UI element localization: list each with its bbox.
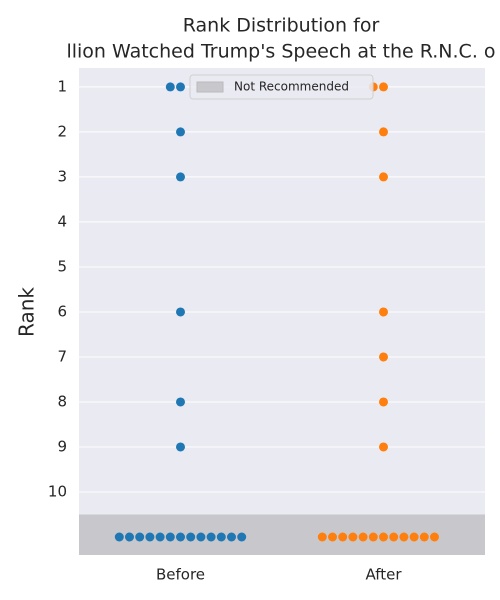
dot [338,532,348,542]
dot [379,397,388,407]
legend: Not Recommended [189,74,374,100]
dot [227,532,236,542]
dot [155,532,165,542]
dot [317,532,327,542]
dot [379,127,388,137]
y-axis-label: Rank [15,287,39,337]
y-tick-label: 6 [57,302,67,320]
legend-swatch [196,81,224,93]
legend-label: Not Recommended [234,80,349,94]
dot [399,532,409,542]
y-tick-label: 5 [57,257,67,275]
x-tick-label: Before [156,566,205,584]
dot [430,532,439,542]
dot [389,532,399,542]
dot [379,172,388,182]
chart-title: llion Watched Trump's Speech at the R.N.… [66,41,495,63]
dot [176,82,185,92]
dot [114,532,124,542]
dot [165,82,175,92]
dot [206,532,216,542]
dot [379,442,388,452]
y-tick-label: 8 [57,392,67,410]
dot [419,532,429,542]
chart-title: Rank Distribution for [183,15,380,37]
dot [379,352,388,362]
dot [176,172,185,182]
dot [135,532,145,542]
x-tick-label: After [365,566,402,584]
dot [176,442,185,452]
dot [176,127,185,137]
y-tick-label: 10 [48,482,67,500]
y-tick-label: 4 [57,212,67,230]
y-tick-label: 7 [57,347,67,365]
dot [348,532,358,542]
dot [165,532,175,542]
y-tick-label: 1 [57,77,67,95]
dot [328,532,337,542]
dot [216,532,226,542]
legend-box [189,74,374,100]
dot [196,532,206,542]
dot [176,307,185,317]
dot [358,532,368,542]
y-tick-label: 3 [57,167,67,185]
dot [125,532,134,542]
dot [186,532,196,542]
dot [368,532,378,542]
dot [237,532,247,542]
dot [409,532,419,542]
dot [145,532,155,542]
dot [379,307,388,317]
y-tick-label: 2 [57,122,67,140]
dot [379,532,388,542]
dot [176,532,185,542]
dot [379,82,388,92]
y-tick-label: 9 [57,437,67,455]
dot [176,397,185,407]
